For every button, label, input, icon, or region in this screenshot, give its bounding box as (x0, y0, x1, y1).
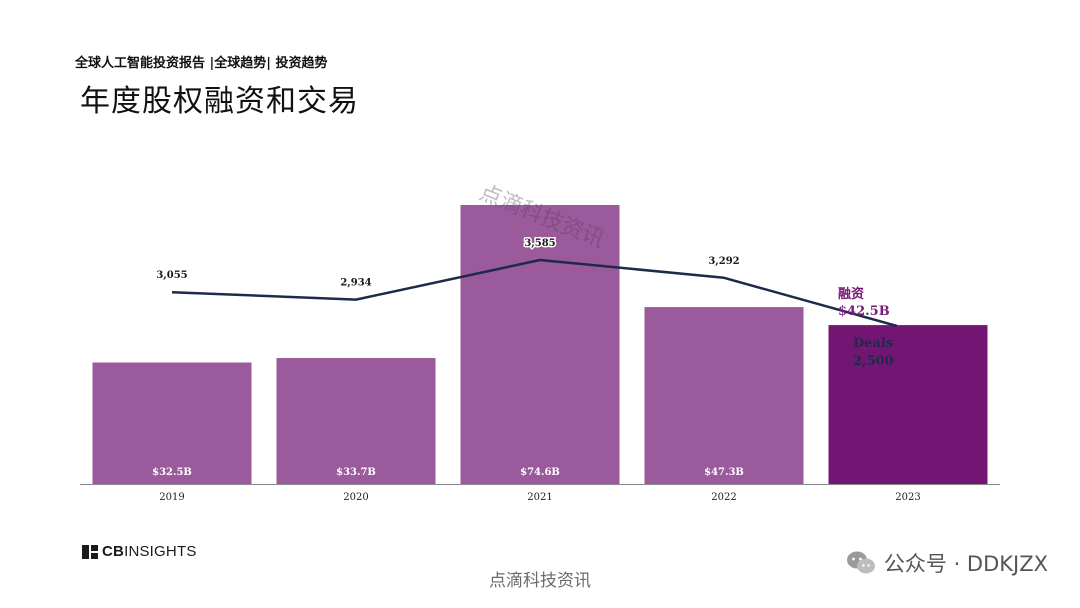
funding-callout-label: 融资 (838, 286, 864, 302)
deals-value-label: 2,934 (340, 278, 371, 289)
cb-insights-logo-text: CBINSIGHTS (102, 543, 197, 560)
breadcrumb: 全球人工智能投资报告 |全球趋势| 投资趋势 (75, 56, 328, 71)
x-tick-label: 2023 (895, 492, 920, 503)
deals-callout-value: 2,500 (853, 354, 894, 369)
deals-line (171, 258, 898, 328)
bar-2023 (828, 325, 988, 484)
x-tick-label: 2020 (343, 492, 368, 503)
x-tick-label: 2022 (711, 492, 736, 503)
cb-insights-logo: CBINSIGHTS (82, 543, 197, 560)
cb-insights-logo-icon (82, 544, 98, 559)
deals-value-label: 3,292 (708, 256, 739, 267)
deals-callout-label: Deals (853, 336, 893, 351)
bar-value-label: $33.7B (336, 467, 376, 478)
footer-watermark: 点滴科技资讯 (489, 571, 591, 591)
bar-value-label: $47.3B (704, 467, 744, 478)
deals-value-label: 3,585 (524, 238, 555, 249)
wechat-account: 公众号 · DDKJZX (846, 548, 1048, 578)
bar-2022 (644, 307, 804, 484)
x-tick-label: 2021 (527, 492, 552, 503)
wechat-account-label: 公众号 · DDKJZX (883, 552, 1048, 576)
bar-2019 (92, 362, 252, 484)
deals-value-label: 3,055 (156, 270, 187, 281)
bar-2020 (276, 358, 436, 484)
wechat-icon (846, 551, 875, 574)
bar-value-label: $32.5B (152, 467, 192, 478)
bar-2021 (460, 205, 620, 484)
x-tick-label: 2019 (159, 492, 184, 503)
page-title: 年度股权融资和交易 (80, 84, 359, 119)
bar-value-label: $74.6B (520, 467, 560, 478)
funding-callout-value: $42.5B (838, 304, 890, 319)
